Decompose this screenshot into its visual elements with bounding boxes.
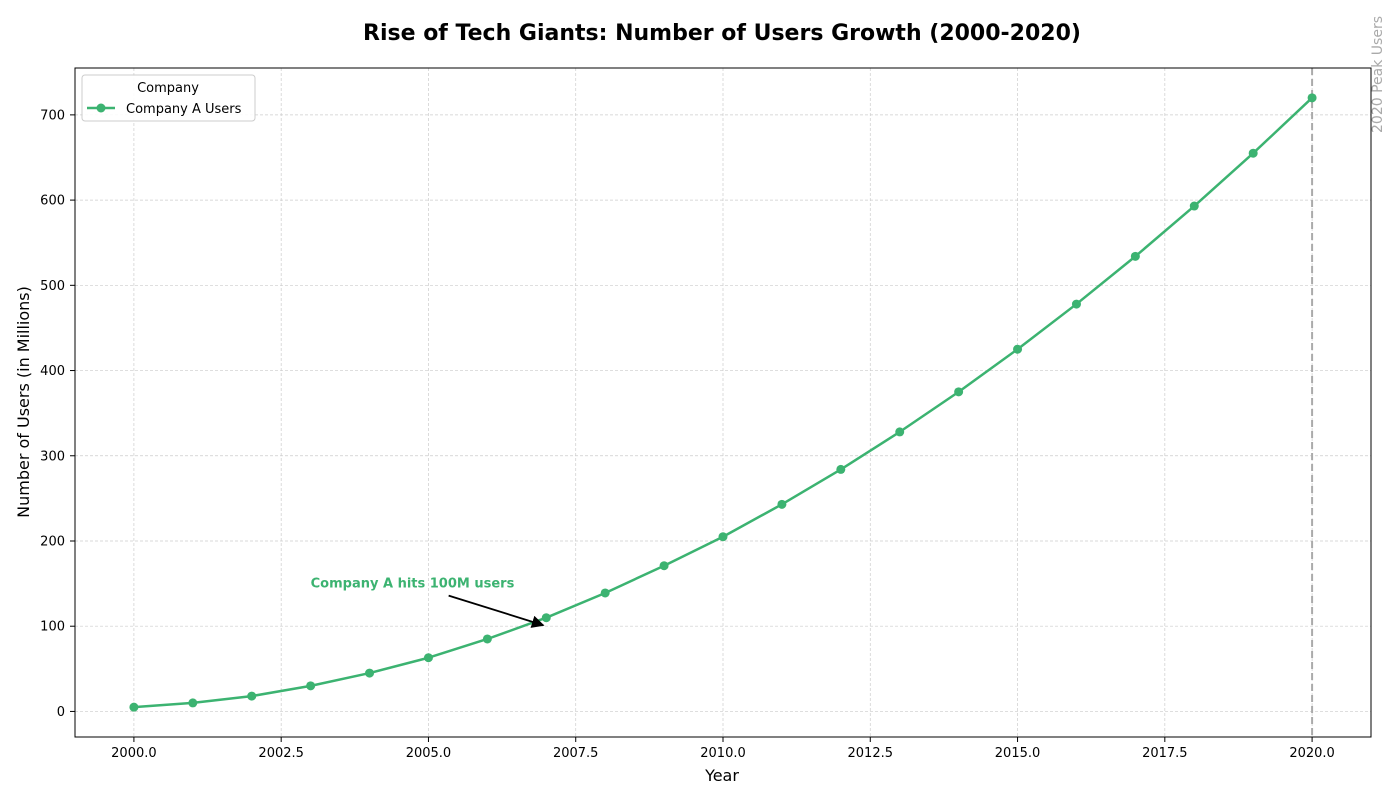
x-axis-ticks: 2000.0 2002.5 2005.0 2007.5 2010.0 2012.5 2015…: [111, 737, 1335, 761]
x-tick-label: 2017.5: [1142, 746, 1188, 761]
y-tick-label: 300: [40, 449, 65, 464]
data-point: [541, 613, 551, 623]
data-point: [895, 427, 905, 437]
legend-series-marker: [96, 103, 106, 113]
data-point: [129, 702, 139, 712]
data-point: [718, 532, 728, 542]
y-tick-label: 700: [40, 108, 65, 123]
series-layer: [129, 93, 1317, 712]
legend-entry-label: Company A Users: [126, 102, 242, 117]
x-tick-label: 2000.0: [111, 746, 157, 761]
x-tick-label: 2015.0: [995, 746, 1041, 761]
data-point: [1189, 201, 1199, 211]
legend-box: [81, 74, 256, 122]
x-tick-label: 2012.5: [848, 746, 894, 761]
data-point: [659, 561, 669, 571]
data-point: [423, 653, 433, 663]
x-tick-label: 2002.5: [258, 746, 304, 761]
y-tick-label: 200: [40, 534, 65, 549]
data-point: [365, 668, 375, 678]
annotation-layer: Company A hits 100M users: [311, 577, 545, 628]
peak-line-label: 2020 Peak Users: [1370, 16, 1386, 133]
data-point: [777, 499, 787, 509]
data-point: [600, 588, 610, 598]
annotation-text: Company A hits 100M users: [311, 577, 515, 592]
peak-marker-layer: 2020 Peak Users: [1311, 16, 1386, 737]
x-tick-label: 2010.0: [700, 746, 746, 761]
x-tick-label: 2005.0: [406, 746, 452, 761]
y-axis-ticks: 0 100 200 300 400 500 600 700: [40, 108, 75, 720]
y-tick-label: 400: [40, 364, 65, 379]
data-point: [954, 387, 964, 397]
data-point: [1071, 299, 1081, 309]
grid: [75, 68, 1371, 737]
data-point: [247, 691, 257, 701]
y-tick-label: 100: [40, 620, 65, 635]
y-tick-label: 600: [40, 194, 65, 209]
data-point: [1248, 148, 1258, 158]
annotation-arrow: [448, 594, 545, 628]
legend-title: Company: [137, 81, 199, 96]
data-point: [836, 464, 846, 474]
y-tick-label: 500: [40, 279, 65, 294]
chart-title: Rise of Tech Giants: Number of Users Gro…: [363, 21, 1081, 46]
legend: Company Company A Users: [81, 74, 256, 122]
data-point: [188, 698, 198, 708]
data-point: [1307, 93, 1317, 103]
data-point: [1013, 344, 1023, 354]
y-tick-label: 0: [57, 705, 65, 720]
x-tick-label: 2020.0: [1289, 746, 1335, 761]
data-point: [1130, 251, 1140, 261]
data-point: [482, 634, 492, 644]
data-point: [306, 681, 316, 691]
y-axis-title: Number of Users (in Millions): [14, 286, 33, 518]
x-tick-label: 2007.5: [553, 746, 599, 761]
x-axis-title: Year: [704, 766, 739, 785]
